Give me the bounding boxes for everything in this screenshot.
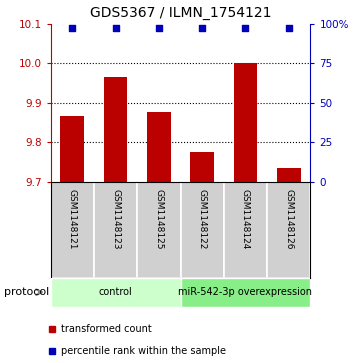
Bar bbox=[180, 278, 310, 307]
Point bbox=[69, 25, 75, 31]
Text: GSM1148122: GSM1148122 bbox=[198, 189, 206, 250]
Text: percentile rank within the sample: percentile rank within the sample bbox=[61, 346, 226, 356]
Bar bbox=[267, 182, 310, 278]
Point bbox=[243, 25, 248, 31]
Text: control: control bbox=[99, 287, 132, 297]
Text: GSM1148121: GSM1148121 bbox=[68, 189, 77, 250]
Bar bbox=[104, 77, 127, 182]
Text: protocol: protocol bbox=[4, 287, 49, 297]
Bar bbox=[180, 182, 224, 278]
Text: miR-542-3p overexpression: miR-542-3p overexpression bbox=[178, 287, 313, 297]
Bar bbox=[234, 63, 257, 182]
Text: GSM1148125: GSM1148125 bbox=[155, 189, 163, 250]
Bar bbox=[137, 182, 180, 278]
Text: GSM1148124: GSM1148124 bbox=[241, 189, 250, 250]
Bar bbox=[277, 168, 301, 182]
Title: GDS5367 / ILMN_1754121: GDS5367 / ILMN_1754121 bbox=[90, 6, 271, 20]
Text: GSM1148126: GSM1148126 bbox=[284, 189, 293, 250]
Bar bbox=[51, 182, 94, 278]
Bar bbox=[190, 152, 214, 182]
Bar bbox=[147, 113, 171, 182]
Bar bbox=[224, 182, 267, 278]
Bar bbox=[94, 182, 137, 278]
Point bbox=[286, 25, 292, 31]
Text: transformed count: transformed count bbox=[61, 325, 152, 334]
Point bbox=[156, 25, 162, 31]
Bar bbox=[60, 117, 84, 182]
Point bbox=[113, 25, 118, 31]
Text: GSM1148123: GSM1148123 bbox=[111, 189, 120, 250]
Point bbox=[199, 25, 205, 31]
Bar bbox=[51, 278, 180, 307]
